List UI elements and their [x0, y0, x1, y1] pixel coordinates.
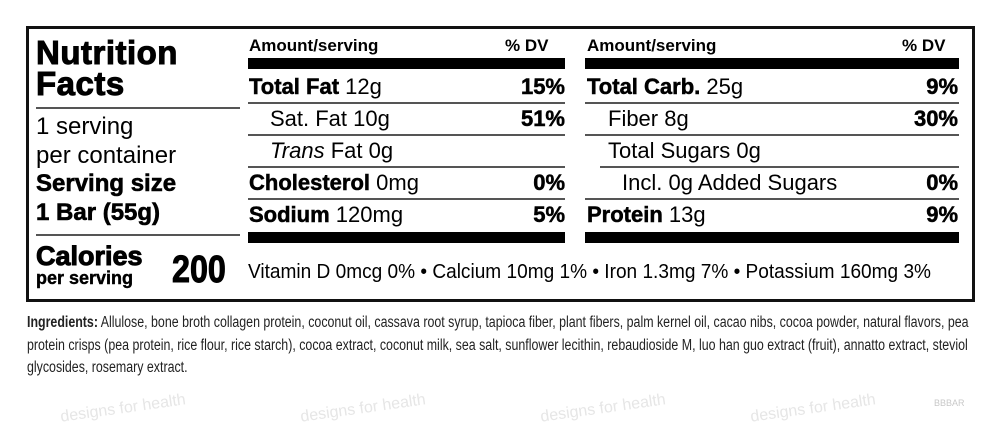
dv-total-carb: 9%: [926, 74, 958, 100]
watermark: designs for health: [539, 391, 667, 426]
watermark: designs for health: [749, 391, 877, 426]
row-sodium: Sodium 120mg: [249, 202, 404, 228]
ingredients-line1: Ingredients: Allulose, bone broth collag…: [27, 314, 969, 331]
thick-bar: [248, 58, 565, 69]
header-dv-right: % DV: [902, 36, 946, 55]
divider: [585, 198, 959, 200]
ingredients-line2: protein crisps (pea protein, rice flour,…: [27, 337, 968, 354]
dv-protein: 9%: [926, 202, 958, 228]
header-dv: % DV: [505, 36, 549, 55]
row-sat-fat: Sat. Fat 10g: [270, 106, 390, 131]
row-added-sugars: Incl. 0g Added Sugars: [622, 170, 838, 195]
servings-line1: 1 serving: [36, 113, 134, 140]
product-code: BBBAR: [934, 398, 965, 408]
serving-size-value: 1 Bar (55g): [36, 199, 161, 227]
vitamins-minerals: Vitamin D 0mcg 0% • Calcium 10mg 1% • Ir…: [248, 260, 932, 283]
divider: [248, 166, 565, 168]
nutrition-facts-box: [26, 26, 975, 302]
thick-bar: [585, 232, 959, 243]
row-protein: Protein 13g: [587, 202, 706, 228]
row-total-fat: Total Fat 12g: [249, 74, 382, 100]
calories-label: Calories: [36, 241, 144, 272]
dv-fiber: 30%: [913, 106, 959, 132]
dv-total-fat: 15%: [520, 74, 566, 100]
header-amount-right: Amount/serving: [587, 36, 717, 55]
divider: [36, 107, 240, 109]
divider: [600, 166, 959, 168]
divider: [36, 234, 240, 236]
servings-line2: per container: [36, 142, 177, 169]
thick-bar: [248, 232, 565, 243]
divider: [248, 102, 565, 104]
divider: [248, 198, 565, 200]
serving-size-label: Serving size: [36, 170, 177, 198]
row-cholesterol: Cholesterol 0mg: [249, 170, 419, 196]
dv-added-sugars: 0%: [926, 170, 958, 196]
row-total-carb: Total Carb. 25g: [587, 74, 744, 100]
header-amount: Amount/serving: [249, 36, 379, 55]
title-facts: Facts: [36, 65, 125, 102]
dv-cholesterol: 0%: [533, 170, 565, 196]
calories-sub: per serving: [36, 268, 134, 288]
ingredients-line3: glycosides, rosemary extract.: [27, 359, 188, 376]
row-fiber: Fiber 8g: [608, 106, 689, 131]
divider: [248, 134, 565, 136]
row-total-sugars: Total Sugars 0g: [608, 138, 761, 163]
calories-value: 200: [172, 249, 227, 292]
divider: [585, 102, 959, 104]
watermark: designs for health: [299, 391, 427, 426]
divider: [585, 134, 959, 136]
dv-sodium: 5%: [533, 202, 565, 228]
title-nutrition: Nutrition: [36, 34, 178, 71]
dv-sat-fat: 51%: [520, 106, 566, 132]
row-trans-fat: Trans Fat 0g: [270, 138, 394, 163]
thick-bar: [585, 58, 959, 69]
watermark: designs for health: [59, 391, 187, 426]
